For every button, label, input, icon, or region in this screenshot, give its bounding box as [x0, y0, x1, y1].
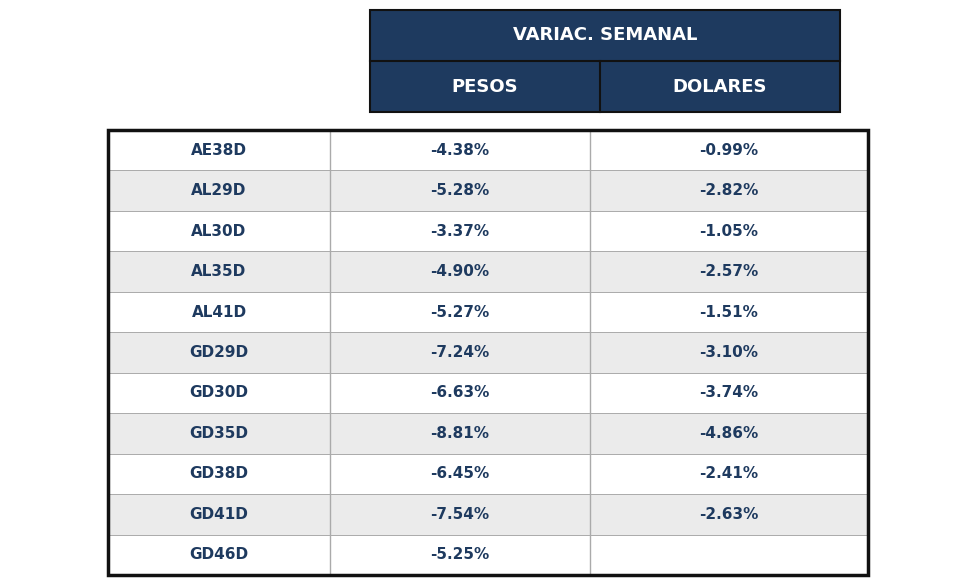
Text: DOLARES: DOLARES — [672, 77, 767, 96]
Bar — [108, 535, 868, 575]
Text: AE38D: AE38D — [191, 143, 247, 158]
Bar — [108, 211, 868, 251]
Bar — [108, 170, 868, 211]
Text: -5.28%: -5.28% — [430, 183, 490, 198]
Bar — [108, 130, 868, 575]
Text: -6.45%: -6.45% — [430, 466, 490, 481]
Text: AL41D: AL41D — [191, 305, 247, 319]
Bar — [108, 332, 868, 373]
Text: -2.41%: -2.41% — [700, 466, 759, 481]
Text: -3.37%: -3.37% — [430, 224, 490, 239]
Text: -8.81%: -8.81% — [430, 426, 489, 441]
Text: AL35D: AL35D — [191, 264, 247, 279]
Text: -2.82%: -2.82% — [700, 183, 759, 198]
Text: -6.63%: -6.63% — [430, 386, 490, 400]
Text: -4.38%: -4.38% — [430, 143, 490, 158]
Bar — [108, 292, 868, 332]
Text: -5.27%: -5.27% — [430, 305, 490, 319]
Text: -1.05%: -1.05% — [700, 224, 759, 239]
Text: -4.90%: -4.90% — [430, 264, 490, 279]
Text: GD35D: GD35D — [189, 426, 249, 441]
Text: GD46D: GD46D — [189, 547, 249, 562]
Text: AL30D: AL30D — [191, 224, 247, 239]
Text: -1.51%: -1.51% — [700, 305, 759, 319]
Text: GD29D: GD29D — [189, 345, 249, 360]
Text: -3.74%: -3.74% — [700, 386, 759, 400]
Bar — [108, 130, 868, 170]
Text: -2.57%: -2.57% — [700, 264, 759, 279]
Text: -0.99%: -0.99% — [700, 143, 759, 158]
Bar — [370, 10, 840, 112]
Text: GD30D: GD30D — [189, 386, 249, 400]
Text: -2.63%: -2.63% — [700, 507, 759, 522]
Text: -3.10%: -3.10% — [700, 345, 759, 360]
Bar — [108, 373, 868, 413]
Bar — [108, 494, 868, 535]
Bar — [108, 413, 868, 454]
Bar — [108, 251, 868, 292]
Text: AL29D: AL29D — [191, 183, 247, 198]
Text: -5.25%: -5.25% — [430, 547, 490, 562]
Bar — [108, 454, 868, 494]
Text: PESOS: PESOS — [452, 77, 518, 96]
Text: GD38D: GD38D — [189, 466, 249, 481]
Text: VARIAC. SEMANAL: VARIAC. SEMANAL — [513, 26, 697, 45]
Text: -4.86%: -4.86% — [700, 426, 759, 441]
Text: GD41D: GD41D — [189, 507, 249, 522]
Text: -7.24%: -7.24% — [430, 345, 490, 360]
Text: -7.54%: -7.54% — [430, 507, 490, 522]
